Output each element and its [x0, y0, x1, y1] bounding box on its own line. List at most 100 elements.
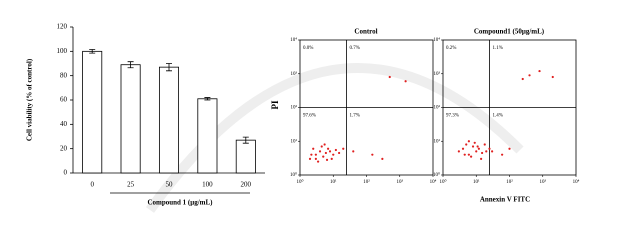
x-tick-label: 10⁰: [296, 179, 303, 185]
event-dot: [521, 77, 524, 81]
error-bar: [166, 63, 172, 72]
event-dot: [318, 150, 322, 153]
x-tick-label: 10²: [363, 179, 370, 185]
event-dot: [312, 147, 315, 150]
quadrant-label: 0.2%: [446, 46, 456, 51]
event-dot: [371, 153, 374, 156]
x-tick-label: 10⁰: [439, 179, 446, 185]
event-dot: [381, 157, 384, 160]
event-dot: [488, 147, 491, 150]
event-dot: [551, 75, 554, 79]
event-dot: [334, 148, 337, 152]
event-dot: [467, 153, 470, 156]
y-tick-label: 10⁰: [290, 172, 297, 178]
y-tick-label: 10³: [291, 71, 298, 77]
event-dot: [480, 157, 483, 160]
event-dot: [477, 147, 480, 150]
bar: [120, 64, 141, 174]
event-dot: [326, 147, 330, 150]
event-dot: [322, 155, 325, 158]
y-tick-label: 10⁴: [433, 37, 440, 43]
x-tick-label: 200: [241, 181, 252, 189]
event-dot: [328, 150, 332, 153]
event-dot: [475, 150, 478, 153]
y-tick-label: 10¹: [291, 138, 298, 144]
event-dot: [324, 151, 327, 155]
event-dot: [471, 145, 475, 148]
event-dot: [491, 150, 494, 153]
y-tick-label: 10²: [434, 105, 441, 111]
quadrant-label: 0.7%: [349, 46, 359, 51]
event-dot: [461, 147, 465, 150]
x-tick-label: 10³: [397, 179, 404, 185]
error-bar: [242, 136, 249, 144]
y-tick-label: 80: [60, 71, 68, 79]
event-dot: [323, 143, 326, 146]
x-tick-label: 25: [127, 181, 135, 189]
event-dot: [476, 145, 479, 148]
event-dot: [467, 140, 470, 143]
event-dot: [481, 151, 484, 155]
y-axis-label: PI: [270, 100, 280, 109]
y-tick-label: 0: [64, 169, 68, 177]
event-dot: [314, 153, 317, 156]
quadrant-label: 1.7%: [349, 114, 359, 119]
y-tick-label: 10⁰: [433, 172, 440, 178]
event-dot: [388, 75, 391, 79]
panel-title: Control: [354, 28, 377, 36]
event-dot: [508, 147, 511, 150]
figure: Cell viability (% of control) Compound 1…: [26, 23, 580, 213]
x-axis-label: Compound 1 (μg/mL): [147, 199, 213, 207]
event-dot: [457, 150, 460, 153]
x-tick-label: 0: [90, 181, 94, 189]
quadrant-label: 97.6%: [303, 114, 316, 119]
event-dot: [473, 141, 476, 144]
event-dot: [404, 80, 407, 83]
quadrant-label: 97.3%: [446, 114, 459, 119]
bar: [158, 66, 179, 174]
error-bar: [127, 61, 134, 69]
event-dot: [332, 153, 335, 156]
quadrant-label: 1.4%: [492, 114, 502, 119]
y-tick-label: 40: [60, 120, 68, 128]
y-tick-label: 10⁴: [290, 37, 297, 43]
x-tick-label: 10³: [540, 179, 547, 185]
quadrant-label: 0.0%: [303, 46, 313, 51]
x-tick-label: 10²: [506, 179, 513, 185]
event-dot: [316, 160, 320, 163]
x-tick-label: 10¹: [473, 179, 480, 185]
bar: [82, 50, 103, 174]
event-dot: [320, 145, 323, 148]
y-tick-label: 20: [60, 144, 68, 152]
event-dot: [338, 151, 341, 155]
x-tick-label: 10⁴: [573, 179, 580, 185]
y-tick-label: 100: [57, 47, 68, 55]
x-tick-label: 50: [166, 181, 174, 189]
y-tick-label: 10¹: [434, 138, 441, 144]
event-dot: [469, 155, 473, 158]
event-dot: [308, 157, 312, 160]
error-bar: [204, 97, 211, 101]
error-bar: [89, 49, 96, 54]
quadrant-label: 1.1%: [492, 46, 502, 51]
event-dot: [310, 153, 313, 156]
event-dot: [483, 143, 486, 146]
event-dot: [528, 74, 531, 77]
event-dot: [463, 153, 466, 156]
event-dot: [330, 157, 333, 160]
bar: [235, 139, 256, 174]
event-dot: [538, 69, 541, 73]
event-dot: [501, 153, 504, 156]
event-dot: [465, 143, 468, 146]
event-dot: [342, 147, 345, 150]
y-tick-label: 10³: [434, 71, 441, 77]
event-dot: [485, 150, 488, 153]
x-axis-label: Annexin V FITC: [480, 196, 530, 204]
x-tick-label: 10⁴: [430, 179, 437, 185]
event-dot: [325, 158, 329, 162]
event-dot: [352, 150, 355, 153]
x-tick-label: 100: [202, 181, 213, 189]
y-tick-label: 120: [57, 23, 68, 31]
event-dot: [314, 157, 317, 160]
y-axis-label: Cell viability (% of control): [26, 58, 34, 141]
